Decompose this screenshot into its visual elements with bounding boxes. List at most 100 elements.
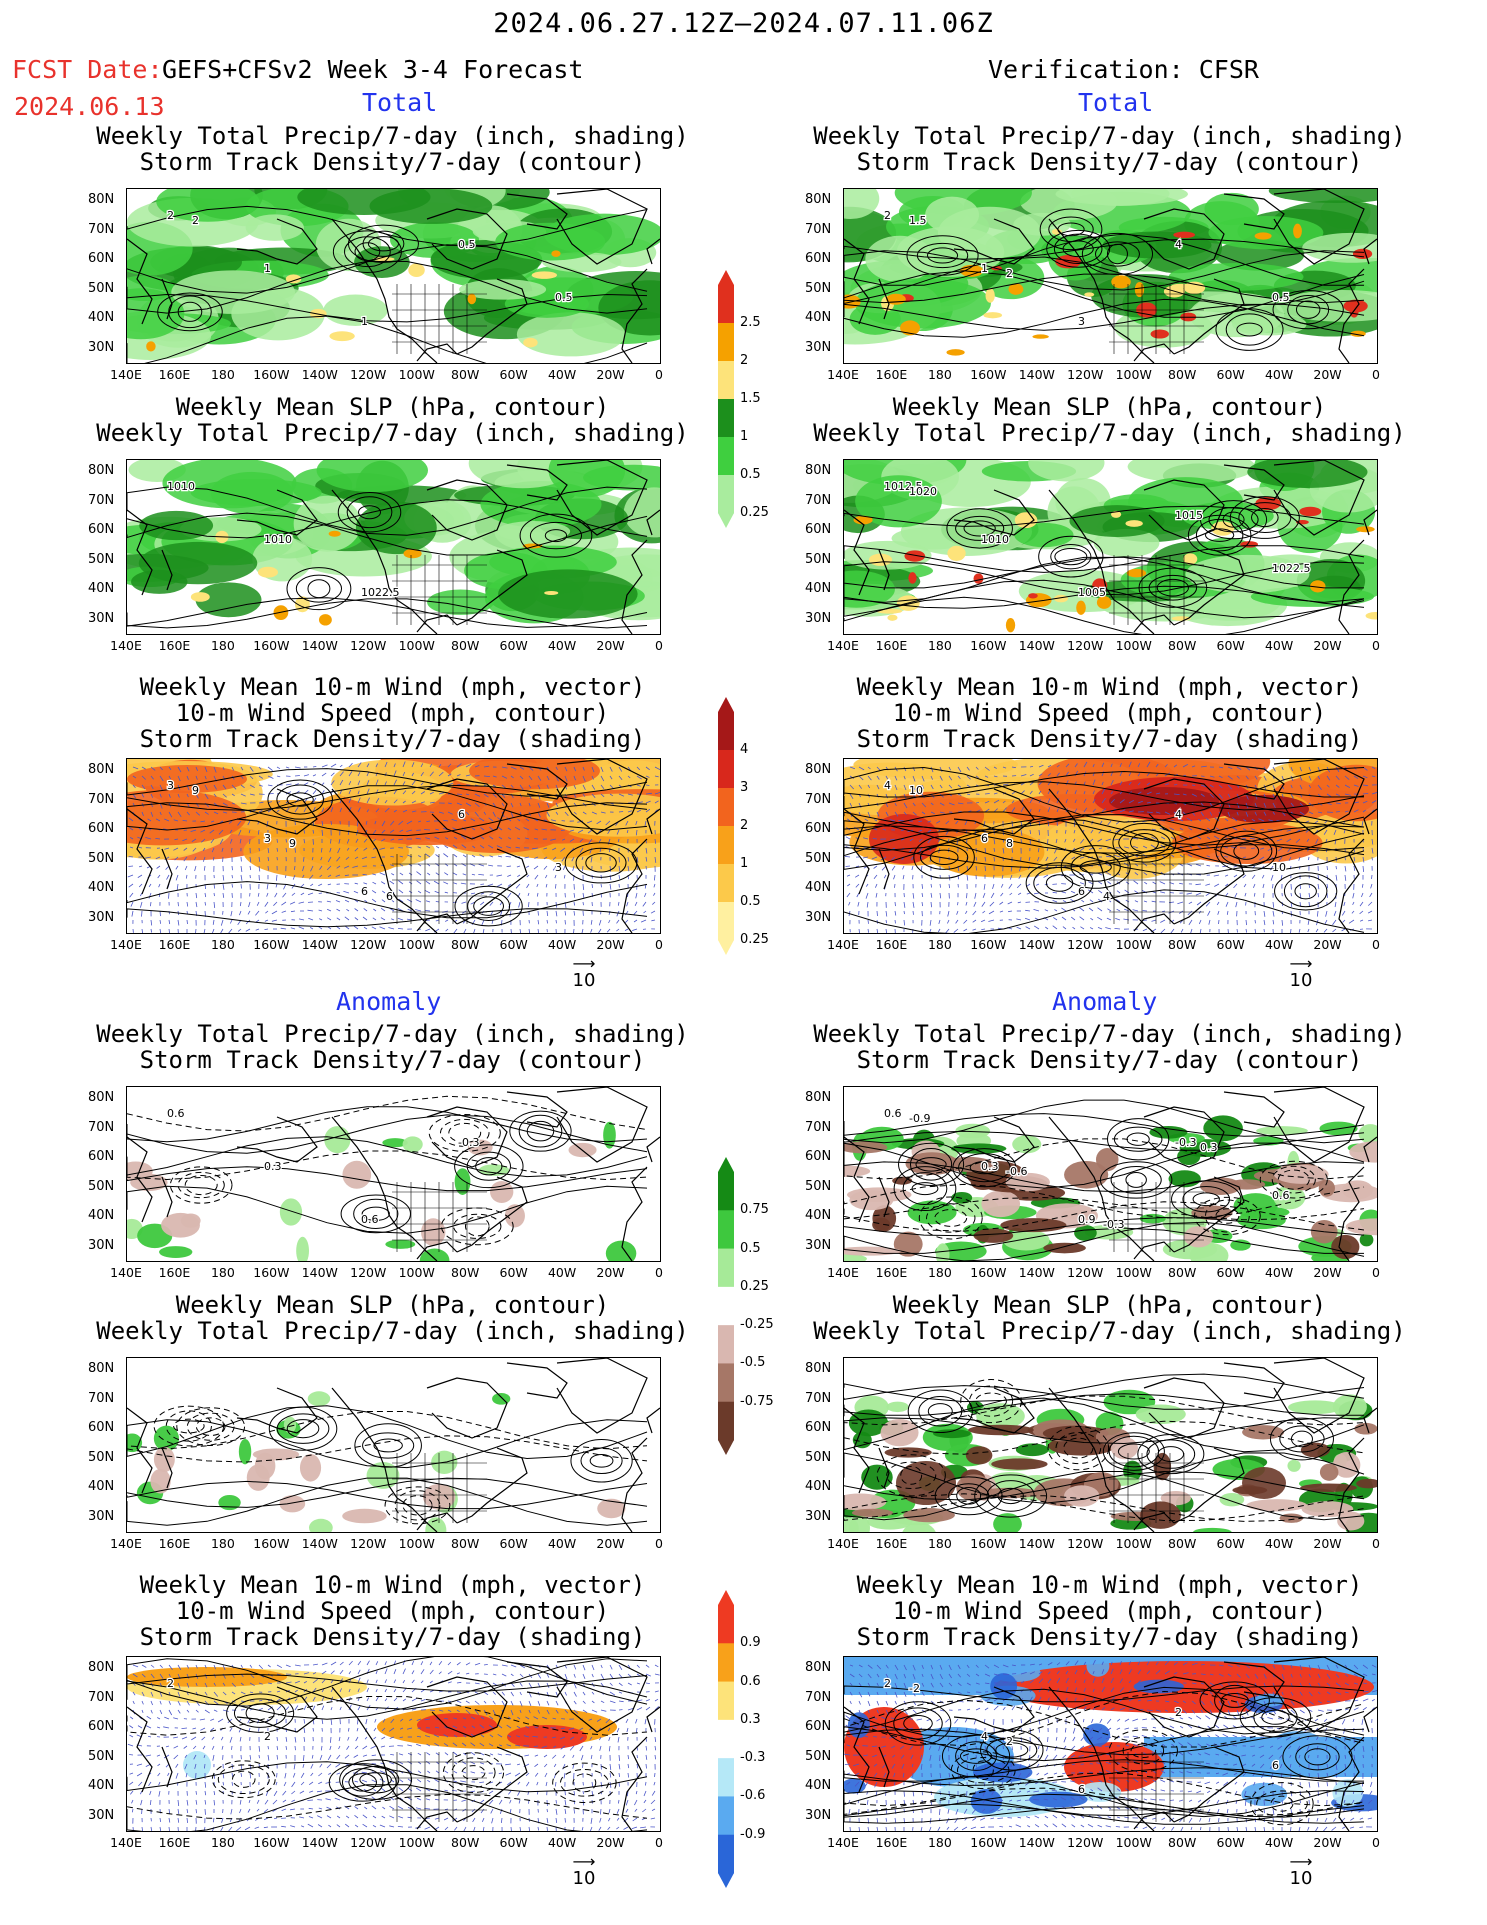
longitude-label: 80W (451, 1835, 480, 1850)
latitude-label: 30N (88, 909, 115, 925)
longitude-label: 40W (1264, 1536, 1294, 1551)
longitude-label: 120W (350, 367, 387, 382)
contour-label: 0.6 (1272, 1189, 1290, 1202)
colorbar-label: 0.3 (740, 1711, 761, 1727)
colorbar-label: 4 (740, 742, 749, 757)
longitude-label: 0 (655, 1536, 663, 1551)
latitude-label: 50N (805, 280, 832, 296)
longitude-label: 160W (970, 367, 1007, 382)
latitude-label: 60N (88, 821, 115, 836)
contour-label: 2 (884, 209, 891, 222)
contour-label: 1 (264, 262, 271, 275)
latitude-label: 80N (88, 463, 115, 478)
longitude-label: 140W (1018, 937, 1055, 952)
longitude-label: 0 (1372, 937, 1380, 952)
fcst-model-label: GEFS+CFSv2 Week 3-4 Forecast (162, 55, 584, 84)
map-plot: 2 1 1 0.5 0.5 2 (127, 189, 660, 363)
latitude-label: 30N (805, 1807, 832, 1823)
longitude-label: 20W (596, 638, 625, 653)
latitude-label: 30N (805, 610, 832, 626)
contour-label: -0.3 (458, 1136, 479, 1149)
colorbar-label: 1 (740, 429, 749, 444)
longitude-label: 60W (499, 937, 528, 952)
longitude-label: 160E (875, 1265, 908, 1280)
contour-label: 6 (361, 885, 368, 898)
contour-label: -0.6 (1006, 1165, 1027, 1178)
latitude-label: 70N (88, 791, 115, 807)
latitude-label: 70N (88, 1119, 115, 1135)
longitude-label: 0 (1372, 1265, 1380, 1280)
left-anomaly-heading: Anomaly (336, 987, 442, 1016)
longitude-label: 80W (1168, 1536, 1197, 1551)
vector-reference-value: 10 (572, 1868, 596, 1889)
colorbar-label: 2 (740, 353, 749, 368)
latitude-label: 70N (805, 492, 832, 508)
panel-title: Weekly Mean 10-m Wind (mph, vector) 10-m… (856, 1571, 1363, 1651)
colorbar-label: 0.25 (740, 932, 769, 947)
verification-map-panel (843, 1357, 1378, 1533)
contour-label: 1010 (264, 533, 292, 546)
longitude-label: 80W (1168, 638, 1197, 653)
contour-label: 0.9 (1078, 1213, 1096, 1226)
longitude-label: 80W (1168, 937, 1197, 952)
contour-label: 0.6 (361, 1213, 379, 1226)
latitude-label: 40N (88, 1778, 115, 1793)
contour-label: 0.5 (458, 238, 476, 251)
latitude-label: 40N (88, 1479, 115, 1494)
contour-label: -0.3 (1103, 1218, 1124, 1231)
longitude-label: 120W (1067, 1536, 1104, 1551)
longitude-label: 160E (158, 937, 191, 952)
longitude-label: 40W (547, 1536, 577, 1551)
longitude-label: 20W (1313, 638, 1342, 653)
contour-label: -0.9 (909, 1112, 930, 1125)
longitude-label: 160E (158, 367, 191, 382)
longitude-label: 0 (1372, 367, 1380, 382)
contour-label: 4 (1175, 808, 1182, 821)
panel-title: Weekly Total Precip/7-day (inch, shading… (96, 1020, 689, 1074)
latitude-label: 80N (805, 1361, 832, 1376)
contour-label: -0.3 (1175, 1136, 1196, 1149)
forecast-period-title: 2024.06.27.12Z–2024.07.11.06Z (493, 8, 994, 39)
contour-label: 4 (1175, 238, 1182, 251)
longitude-label: 140E (827, 1265, 859, 1280)
forecast-map-panel: 2 1 1 0.5 0.5 2 (126, 188, 661, 364)
longitude-label: 140E (827, 1835, 859, 1850)
latitude-label: 50N (88, 850, 115, 866)
longitude-label: 100W (1115, 1265, 1152, 1280)
latitude-label: 30N (88, 1807, 115, 1823)
longitude-label: 180 (927, 1835, 952, 1850)
longitude-label: 80W (451, 1265, 480, 1280)
longitude-label: 60W (499, 367, 528, 382)
longitude-label: 0 (655, 1835, 663, 1850)
longitude-label: 40W (1264, 937, 1294, 952)
contour-label: 1010 (167, 480, 195, 493)
longitude-label: 160W (253, 1536, 290, 1551)
vector-reference-value: 10 (572, 970, 596, 991)
longitude-label: 160W (970, 937, 1007, 952)
longitude-label: 180 (210, 367, 235, 382)
latitude-label: 70N (88, 221, 115, 237)
contour-label: 0.6 (167, 1107, 185, 1120)
contour-label: 3 (1078, 315, 1085, 328)
vector-reference: ⟶ 10 (1281, 956, 1321, 992)
latitude-label: 40N (88, 310, 115, 325)
latitude-label: 50N (805, 1178, 832, 1194)
vector-reference-value: 10 (1289, 1868, 1313, 1889)
longitude-label: 20W (596, 1265, 625, 1280)
contour-label: 6 (1272, 1759, 1279, 1772)
colorbar-label: -0.6 (740, 1788, 766, 1804)
longitude-label: 100W (398, 1265, 435, 1280)
longitude-label: 100W (398, 638, 435, 653)
longitude-label: 20W (1313, 1536, 1342, 1551)
longitude-label: 140W (301, 1536, 338, 1551)
latitude-label: 60N (805, 1149, 832, 1164)
latitude-label: 50N (88, 280, 115, 296)
contour-label: 2 (264, 1730, 271, 1743)
map-plot: 1010 1010 1022.5 (127, 460, 660, 634)
verification-map-panel: 1012.5 1010 1005 1015 1022.5 1020 (843, 459, 1378, 635)
map-plot: 2 1 3 4 0.5 1.5 2 (844, 189, 1377, 363)
longitude-label: 120W (1067, 1835, 1104, 1850)
latitude-label: 70N (88, 1689, 115, 1705)
longitude-label: 140W (1018, 638, 1055, 653)
latitude-label: 30N (805, 909, 832, 925)
